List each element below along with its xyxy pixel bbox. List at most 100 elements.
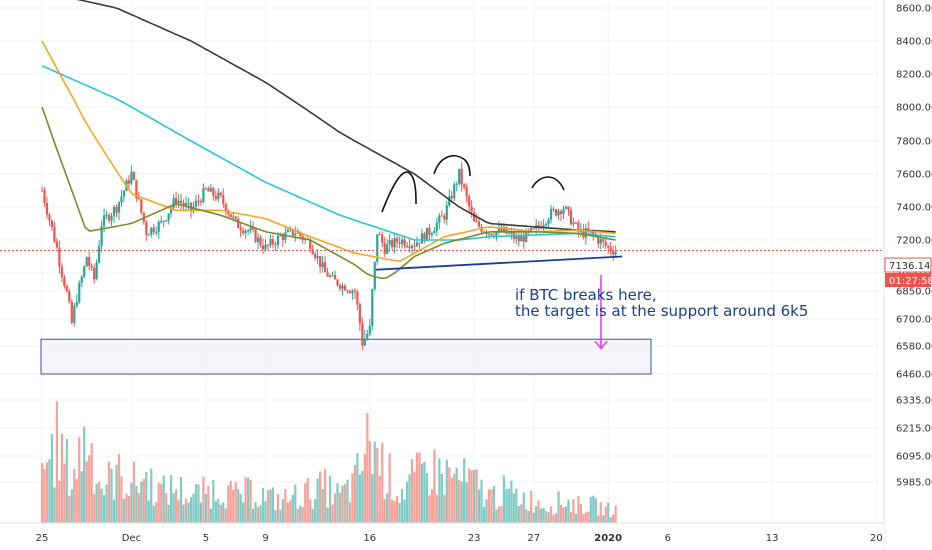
volume-bar: [497, 506, 501, 523]
volume-bar: [130, 482, 133, 523]
candle-body: [286, 230, 289, 233]
candle-body: [40, 190, 44, 192]
volume-bar: [460, 481, 463, 523]
candle-body: [328, 275, 332, 277]
volume-bar: [423, 461, 426, 523]
candle-body: [572, 222, 575, 225]
volume-bar: [232, 489, 235, 523]
volume-bar: [363, 454, 366, 523]
candle-body: [368, 325, 371, 335]
volume-bar: [319, 471, 322, 523]
candle-body: [182, 203, 185, 206]
volume-bar: [179, 476, 183, 523]
candle-body: [247, 230, 250, 232]
candle-body: [256, 237, 260, 243]
volume-bar: [194, 484, 198, 523]
candle-body: [420, 233, 424, 244]
volume-bar: [281, 499, 284, 523]
left-shoulder-drawing[interactable]: [381, 171, 417, 213]
candle-body: [612, 251, 615, 255]
volume-bar: [572, 499, 575, 523]
volume-bar: [602, 515, 605, 523]
volume-bar: [490, 489, 493, 523]
volume-bar: [105, 484, 108, 523]
candle-body: [214, 195, 217, 200]
volume-bar: [242, 502, 245, 523]
volume-bar: [336, 483, 339, 523]
volume-bar: [68, 495, 71, 523]
volume-bar: [612, 514, 615, 523]
right-shoulder-drawing[interactable]: [531, 176, 565, 191]
candle-body: [408, 246, 411, 248]
volume-bar: [65, 439, 68, 523]
volume-bar: [470, 470, 473, 523]
time-tick-label: 6: [665, 533, 671, 544]
support-zone[interactable]: [40, 338, 652, 375]
candle-body: [453, 184, 456, 199]
volume-bar: [594, 498, 597, 523]
volume-bar: [577, 496, 580, 523]
volume-bar: [237, 489, 240, 523]
candle-body: [239, 228, 242, 231]
candle-body: [381, 234, 384, 243]
head-drawing[interactable]: [433, 155, 471, 177]
volume-bar: [549, 506, 553, 523]
volume-bar: [587, 511, 590, 523]
volume-bar: [98, 481, 101, 523]
volume-bar: [40, 462, 44, 523]
candle-body: [440, 215, 443, 217]
volume-bar: [110, 468, 113, 523]
candle-body: [324, 262, 327, 273]
candle-body: [378, 234, 381, 236]
volume-bar: [547, 512, 550, 523]
volume-bar: [247, 477, 250, 523]
volume-bar: [396, 495, 399, 523]
volume-bar: [428, 495, 431, 523]
candle-body: [199, 201, 203, 203]
candle-body: [219, 192, 222, 195]
candle-body: [50, 220, 54, 228]
candle-body: [90, 265, 93, 268]
candle-body: [299, 232, 302, 237]
time-tick-label: 9: [262, 533, 268, 544]
time-axis[interactable]: 25 Dec 5 9 16 23 27 2020 6 13 20: [36, 533, 883, 544]
chart-drawings[interactable]: [375, 155, 623, 350]
price-tick-label: 7200.00: [896, 236, 932, 247]
candle-body: [564, 206, 568, 209]
candle-body: [547, 219, 550, 224]
volume-bar: [132, 461, 135, 523]
target-arrow-head: [594, 340, 608, 350]
candle-body: [430, 233, 433, 235]
volume-bar: [175, 489, 178, 523]
volume-bar: [400, 488, 404, 523]
volume-bar: [584, 512, 587, 523]
volume-bar: [207, 485, 210, 523]
volume-bar: [80, 471, 83, 523]
candle-body: [497, 227, 501, 232]
volume-bar: [93, 494, 96, 523]
volume-bar: [473, 470, 476, 523]
volume-bar: [358, 474, 361, 523]
candle-body: [309, 239, 312, 250]
candle-body: [614, 251, 617, 255]
volume-bar: [418, 452, 421, 523]
candle-body: [351, 290, 354, 293]
candle-body: [383, 242, 386, 254]
volume-bar: [328, 475, 332, 523]
volume-bar: [294, 484, 297, 523]
candle-body: [165, 220, 168, 222]
candle-body: [333, 275, 337, 280]
volume-bar: [70, 489, 73, 523]
candle-body: [502, 227, 505, 232]
volume-bar: [331, 504, 334, 523]
neckline-trendline[interactable]: [375, 255, 623, 271]
candle-body: [433, 230, 436, 234]
candle-body: [140, 199, 143, 213]
price-tick-label: 7400.00: [896, 203, 932, 214]
annotation-text[interactable]: if BTC breaks here, the target is at the…: [515, 286, 808, 320]
time-tick-label: 13: [766, 533, 779, 544]
price-axis[interactable]: 8600.00 8400.00 8200.00 8000.00 7800.00 7600.…: [896, 4, 932, 489]
candle-body: [170, 207, 173, 214]
volume-bar: [48, 459, 51, 523]
